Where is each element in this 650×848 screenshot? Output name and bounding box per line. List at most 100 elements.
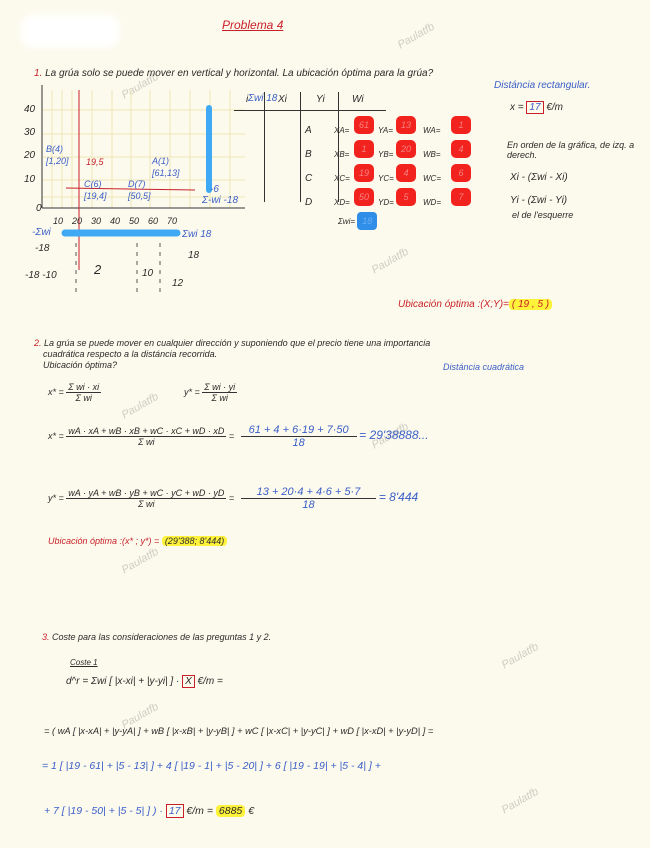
table-col-rule xyxy=(300,92,301,202)
point-a: A(1) [61,13] xyxy=(152,155,180,179)
under-label: 12 xyxy=(172,278,184,289)
right-top-label: Σwi 18 xyxy=(248,93,278,104)
denominator: 18 xyxy=(302,499,315,511)
bottom-left-label: -Σwi xyxy=(32,227,51,238)
q2-result: Ubicación óptima :(x* ; y*) = (29'388; 8… xyxy=(48,536,228,546)
fraction: wA · yA + wB · yB + wC · yC + wD · yD Σ w… xyxy=(66,488,227,509)
optimal-y-line xyxy=(65,187,196,191)
cost-label: x = xyxy=(510,102,524,113)
q2-text: Ubicación óptima? xyxy=(43,360,118,370)
q2-question: 2. La grúa se puede mover en cualquier d… xyxy=(34,338,430,371)
x-tick: 40 xyxy=(110,216,121,226)
q2-text: cuadrática respecto a la distáncia recor… xyxy=(43,349,218,359)
denominator: 18 xyxy=(292,437,305,449)
q2-number: 2. xyxy=(34,338,42,348)
page-title: Problema 4 xyxy=(222,18,284,32)
result-label: Ubicación óptima :(x* ; y*) = xyxy=(48,536,160,546)
watermark: Paulatfb xyxy=(119,545,161,577)
q1-result: Ubicación óptima :(X;Y)=( 19 , 5 ) xyxy=(398,299,553,310)
point-d: D(7) [50,5] xyxy=(128,178,151,202)
point-coords: [1,20] xyxy=(46,156,69,166)
result-value: ( 19 , 5 ) xyxy=(508,299,553,310)
table-sum: Σwi= 18 xyxy=(338,212,378,230)
x-tick: 10 xyxy=(53,216,64,226)
result-x: = 29'38888... xyxy=(359,427,429,442)
cost-value: 17 xyxy=(526,101,544,114)
formula-lhs: x* = xyxy=(48,386,64,397)
y-value: 5 xyxy=(396,188,416,206)
w-value: 1 xyxy=(451,116,471,134)
q1-number: 1. xyxy=(34,68,43,79)
right-bottom-label: Σ-wi -18 xyxy=(202,195,239,206)
row-id: D xyxy=(305,197,313,208)
x-tick: 30 xyxy=(91,216,102,226)
q3-subtitle: Coste 1 xyxy=(70,658,98,667)
y-value: 4 xyxy=(396,164,416,182)
fraction: 13 + 20·4 + 4·6 + 5·7 18 xyxy=(240,486,377,511)
q3-line2: = ( wA [ |x-xA| + |y-yA| ] + wB [ |x-xB|… xyxy=(44,726,434,736)
x-label: XD= xyxy=(334,198,350,207)
under-label: 10 xyxy=(142,268,154,279)
under-label: 18 xyxy=(188,250,200,261)
y-tick: 20 xyxy=(24,150,36,161)
fraction: wA · xA + wB · xB + wC · xC + wD · xD Σ w… xyxy=(66,426,227,447)
result-value: (29'388; 8'444) xyxy=(161,536,228,546)
point-coords: [50,5] xyxy=(128,191,151,201)
q1-text: La grúa solo se puede mover en vertical … xyxy=(45,68,434,79)
w-label: WC= xyxy=(423,174,441,183)
numerator: 61 + 4 + 6·19 + 7·50 xyxy=(240,424,357,437)
table-col-rule xyxy=(264,92,265,202)
w-label: WB= xyxy=(423,150,441,159)
q3-line1: d^r = Σwi [ |x-xi| + |y-yi| ] · X €/m = xyxy=(66,675,223,688)
x-tick: 70 xyxy=(167,216,178,226)
x-ticks: 10 20 30 40 50 60 70 xyxy=(53,216,181,226)
denominator: Σ wi xyxy=(138,437,155,447)
result-y: = 8'444 xyxy=(378,489,419,504)
q1-method: Distáncia rectangular. xyxy=(494,80,591,91)
point-coords: [61,13] xyxy=(152,168,180,178)
w-value: 4 xyxy=(451,140,471,158)
y-label: YC= xyxy=(378,174,394,183)
watermark: Paulatfb xyxy=(369,245,411,277)
w-label: WA= xyxy=(423,126,441,135)
sum-value: 18 xyxy=(357,212,378,230)
q1-note-y: Yi - (Σwi - Yi) xyxy=(510,195,568,206)
q2-text: La grúa se puede mover en cualquier dire… xyxy=(44,338,431,348)
cost-box: X xyxy=(182,675,195,688)
q1-note-order: En orden de la gráfica, de izq. a derech… xyxy=(507,140,635,160)
q3-question: 3. Coste para las consideraciones de las… xyxy=(42,632,271,642)
data-table: i Xi Yi Wi xyxy=(234,88,386,214)
q3-line3: = 1 [ |19 - 61| + |5 - 13| ] + 4 [ |19 -… xyxy=(42,760,381,772)
x-tick: 50 xyxy=(129,216,140,226)
fraction: Σ wi · yi Σ wi xyxy=(202,382,238,403)
y-label: YB= xyxy=(378,150,394,159)
q1-cost: x = 17 €/m xyxy=(510,101,563,114)
x-tick: 60 xyxy=(148,216,159,226)
w-value: 6 xyxy=(451,164,471,182)
denominator: Σ wi xyxy=(138,499,155,509)
optimal-mark: 19,5 xyxy=(86,157,104,167)
x-value: 50 xyxy=(354,188,374,206)
unit: €/m = xyxy=(197,676,223,687)
y-label: YA= xyxy=(378,126,393,135)
fraction: Σ wi · xi Σ wi xyxy=(66,382,102,403)
q3-number: 3. xyxy=(42,632,50,642)
numerator: Σ wi · xi xyxy=(66,382,102,393)
table-header-rule xyxy=(234,110,386,111)
formula: d^r = Σwi [ |x-xi| + |y-yi| ] · xyxy=(66,676,180,687)
denominator: Σ wi xyxy=(75,393,92,403)
numerator: wA · yA + wB · yB + wC · yC + wD · yD xyxy=(66,488,227,499)
under-label: 2 xyxy=(94,262,102,277)
under-label: -18 xyxy=(35,243,50,254)
q2-line1: 2. La grúa se puede mover en cualquier d… xyxy=(34,338,430,349)
formula-x: x* = Σ wi · xi Σ wi xyxy=(48,382,102,403)
numerator: wA · xA + wB · xB + wC · xC + wD · xD xyxy=(66,426,227,437)
q3-line4: + 7 [ |19 - 50| + |5 - 5| ] ) · 17 €/m =… xyxy=(44,804,254,818)
point-coords: [19,4] xyxy=(84,191,107,201)
formula-lhs: x* = xyxy=(48,430,64,441)
formula-y: y* = Σ wi · yi Σ wi xyxy=(184,382,238,403)
origin-label: 0 xyxy=(36,203,42,214)
w-label: WD= xyxy=(423,198,441,207)
x-value: 1 xyxy=(354,140,374,158)
